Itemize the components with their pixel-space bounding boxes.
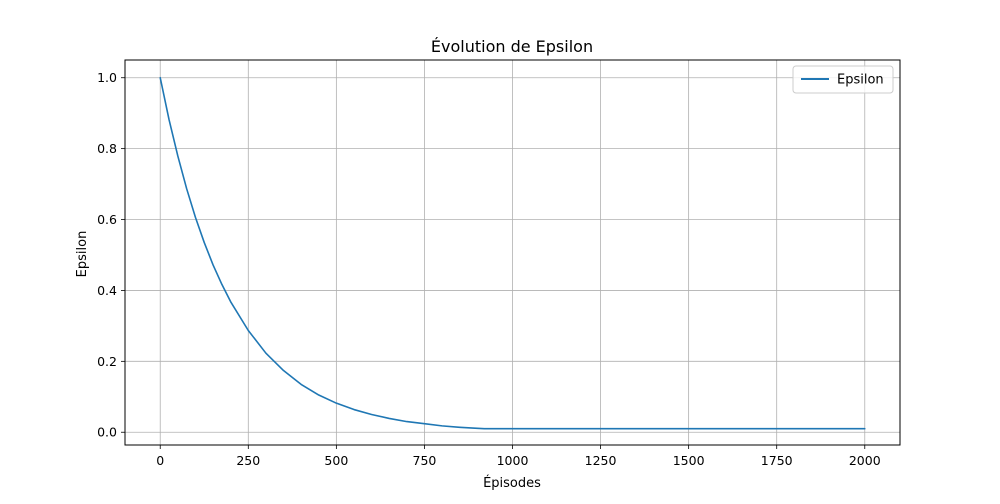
x-tick-label: 1000 [497,453,529,468]
legend: Epsilon [792,65,894,94]
x-tick-label: 250 [236,453,260,468]
x-tick-label: 500 [324,453,348,468]
series-line-epsilon [159,76,866,430]
series-layer [159,76,866,430]
x-axis-label: Épisodes [483,475,541,491]
y-axis-label: Epsilon [75,231,90,278]
x-axis-ticks: 0 250 500 750 1000 1250 1500 1750 2000 [156,445,881,468]
y-tick-label: 0.2 [97,354,117,369]
x-tick-label: 1750 [761,453,793,468]
y-axis-ticks: 0.0 0.2 0.4 0.6 0.8 1.0 [97,70,125,440]
x-tick-label: 750 [413,453,437,468]
legend-label-epsilon: Epsilon [837,73,884,88]
x-tick-label: 1250 [585,453,617,468]
y-tick-label: 1.0 [97,70,117,85]
x-tick-label: 0 [156,453,164,468]
chart-title: Évolution de Epsilon [431,37,593,56]
grid-lines [125,60,900,445]
y-tick-label: 0.4 [97,283,117,298]
y-tick-label: 0.6 [97,212,117,227]
x-tick-label: 2000 [849,453,881,468]
x-tick-label: 1500 [673,453,705,468]
legend-box [792,65,894,94]
y-tick-label: 0.0 [97,425,117,440]
y-tick-label: 0.8 [97,141,117,156]
